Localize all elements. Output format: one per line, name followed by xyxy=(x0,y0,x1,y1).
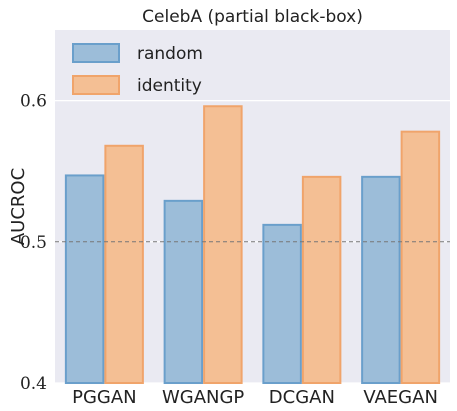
y-axis-label: AUCROC xyxy=(8,168,29,245)
bar-random-dcgan xyxy=(262,223,302,384)
bar-identity-vaegan xyxy=(400,130,441,384)
y-tick-labels: 0.4 0.5 0.6 xyxy=(20,92,47,394)
legend-label-random: random xyxy=(137,44,203,64)
legend-label-identity: identity xyxy=(137,76,202,96)
bars xyxy=(64,105,441,385)
bar-identity-dcgan xyxy=(301,175,342,384)
x-category-label: DCGAN xyxy=(269,387,335,408)
y-tick-label: 0.4 xyxy=(20,374,47,394)
x-category-labels: PGGAN WGANGP DCGAN VAEGAN xyxy=(72,387,438,408)
bar-random-vaegan xyxy=(361,175,401,384)
bar-random-pggan xyxy=(64,174,105,384)
chart-title: CelebA (partial black-box) xyxy=(142,7,363,27)
x-category-label: WGANGP xyxy=(162,387,244,408)
bar-identity-pggan xyxy=(104,144,144,384)
legend-swatch-random xyxy=(72,43,120,63)
bar-identity-wgangp xyxy=(203,105,243,385)
legend: random identity xyxy=(72,43,203,96)
bar-random-wgangp xyxy=(163,199,204,384)
y-tick-label: 0.6 xyxy=(20,92,47,112)
x-category-label: PGGAN xyxy=(72,387,137,408)
legend-swatch-identity xyxy=(72,75,120,95)
x-category-label: VAEGAN xyxy=(363,387,438,408)
y-tick-label: 0.5 xyxy=(20,233,47,253)
